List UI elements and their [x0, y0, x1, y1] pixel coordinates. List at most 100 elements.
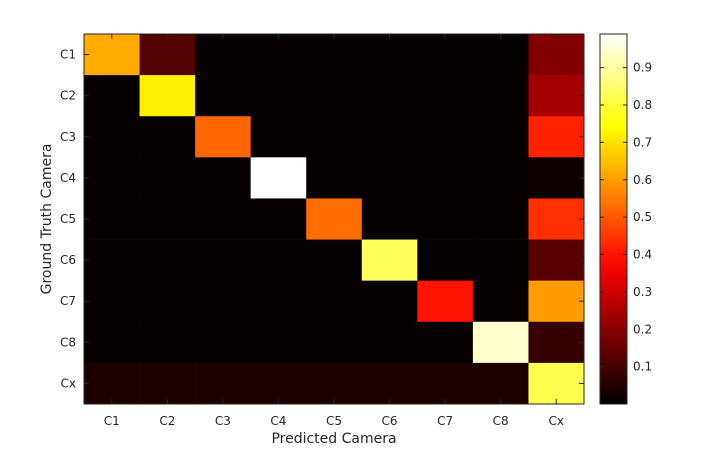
x-tick-label: C8: [493, 414, 509, 428]
heatmap-cell: [472, 280, 529, 323]
heatmap-cell: [306, 198, 363, 240]
heatmap-cell: [528, 280, 585, 323]
heatmap-cell: [139, 239, 196, 281]
heatmap-cell: [139, 321, 196, 364]
heatmap-cell: [417, 239, 474, 281]
heatmap-cell: [195, 321, 251, 364]
colorbar-tick-label: 0.2: [633, 322, 652, 336]
heatmap-cell: [250, 34, 307, 76]
heatmap-cell: [84, 280, 140, 323]
heatmap-cell: [195, 239, 251, 281]
x-tick-label: C6: [382, 414, 398, 428]
heatmap-cell: [139, 198, 196, 240]
colorbar-tick-label: 0.4: [633, 248, 652, 262]
heatmap-cell: [528, 239, 585, 281]
x-tick-label: C7: [437, 414, 453, 428]
heatmap-cell: [250, 157, 307, 199]
heatmap-cell: [84, 157, 140, 199]
y-tick-label: C5: [60, 212, 76, 226]
heatmap-cell: [84, 75, 140, 117]
heatmap-cell: [361, 116, 418, 158]
y-axis-ticks: C1 C2 C3 C4 C5 C6 C7 C8 Cx: [60, 48, 584, 390]
colorbar-tick-label: 0.6: [633, 173, 652, 187]
heatmap-cell: [361, 321, 418, 364]
colorbar-tick-label: 0.7: [633, 135, 652, 149]
heatmap-cell: [250, 116, 307, 158]
y-tick-label: C3: [60, 130, 76, 144]
heatmap-cell: [361, 362, 418, 405]
heatmap-cell: [250, 75, 307, 117]
y-tick-label: C8: [60, 335, 76, 349]
heatmap-cell: [250, 362, 307, 405]
heatmap-cell: [84, 116, 140, 158]
heatmap-cell: [139, 362, 196, 405]
heatmap-cell: [84, 362, 140, 405]
heatmap-cell: [195, 116, 251, 158]
heatmap-cell: [472, 116, 529, 158]
heatmap-cell: [195, 157, 251, 199]
heatmap-cell: [417, 362, 474, 405]
y-tick-label: C4: [60, 171, 76, 185]
heatmap-cell: [472, 198, 529, 240]
heatmap-cell: [472, 75, 529, 117]
heatmap-cell: [195, 198, 251, 240]
colorbar-tick-label: 0.8: [633, 98, 652, 112]
heatmap-cell: [306, 34, 363, 76]
heatmap-cell: [528, 116, 585, 158]
heatmap-cell: [528, 34, 585, 76]
heatmap-cell: [84, 34, 140, 76]
y-tick-label: C1: [60, 48, 76, 62]
heatmap-cell: [250, 239, 307, 281]
x-axis-ticks: C1 C2 C3 C4 C5 C6 C7 C8 Cx: [104, 34, 564, 428]
heatmap-cell: [528, 157, 585, 199]
x-tick-label: C2: [159, 414, 175, 428]
heatmap-cell: [195, 280, 251, 323]
heatmap-cell: [528, 198, 585, 240]
y-tick-label: Cx: [61, 376, 76, 390]
heatmap-cell: [361, 34, 418, 76]
heatmap-cell: [361, 157, 418, 199]
colorbar-tick-label: 0.1: [633, 360, 652, 374]
heatmap-cell: [528, 362, 585, 405]
x-axis-label: Predicted Camera: [271, 431, 396, 447]
heatmap-cell: [306, 239, 363, 281]
heatmap-cell: [528, 75, 585, 117]
heatmap-cell: [417, 75, 474, 117]
heatmap-cell: [139, 34, 196, 76]
y-tick-label: C2: [60, 89, 76, 103]
heatmap-cell: [417, 280, 474, 323]
heatmap-cell: [306, 75, 363, 117]
heatmap-cell: [84, 239, 140, 281]
heatmap-cell: [472, 362, 529, 405]
heatmap-cell: [361, 280, 418, 323]
heatmap-cell: [195, 362, 251, 405]
heatmap-cell: [472, 157, 529, 199]
heatmap-cell: [417, 157, 474, 199]
heatmap-cells: [84, 34, 585, 405]
colorbar-ticks: 0.1 0.2 0.3 0.4 0.5 0.6 0.7 0.8 0.9: [600, 61, 652, 374]
x-tick-label: C1: [104, 414, 120, 428]
colorbar-tick-label: 0.3: [633, 285, 652, 299]
colorbar-tick-label: 0.5: [633, 210, 652, 224]
heatmap-cell: [361, 198, 418, 240]
heatmap-cell: [528, 321, 585, 364]
heatmap-cell: [306, 321, 363, 364]
heatmap-cell: [250, 280, 307, 323]
heatmap-cell: [250, 198, 307, 240]
heatmap-cell: [472, 321, 529, 364]
heatmap-cell: [417, 321, 474, 364]
heatmap-cell: [195, 75, 251, 117]
heatmap-cell: [417, 34, 474, 76]
x-tick-label: C5: [326, 414, 342, 428]
colorbar-tick-label: 0.9: [633, 61, 652, 75]
x-tick-label: C4: [270, 414, 286, 428]
x-tick-label: Cx: [548, 414, 563, 428]
heatmap-cell: [306, 280, 363, 323]
heatmap-cell: [306, 157, 363, 199]
heatmap-cell: [139, 75, 196, 117]
y-tick-label: C7: [60, 294, 76, 308]
y-axis-label: Ground Truth Camera: [39, 144, 55, 295]
heatmap-cell: [139, 157, 196, 199]
heatmap-cell: [250, 321, 307, 364]
heatmap-cell: [361, 75, 418, 117]
